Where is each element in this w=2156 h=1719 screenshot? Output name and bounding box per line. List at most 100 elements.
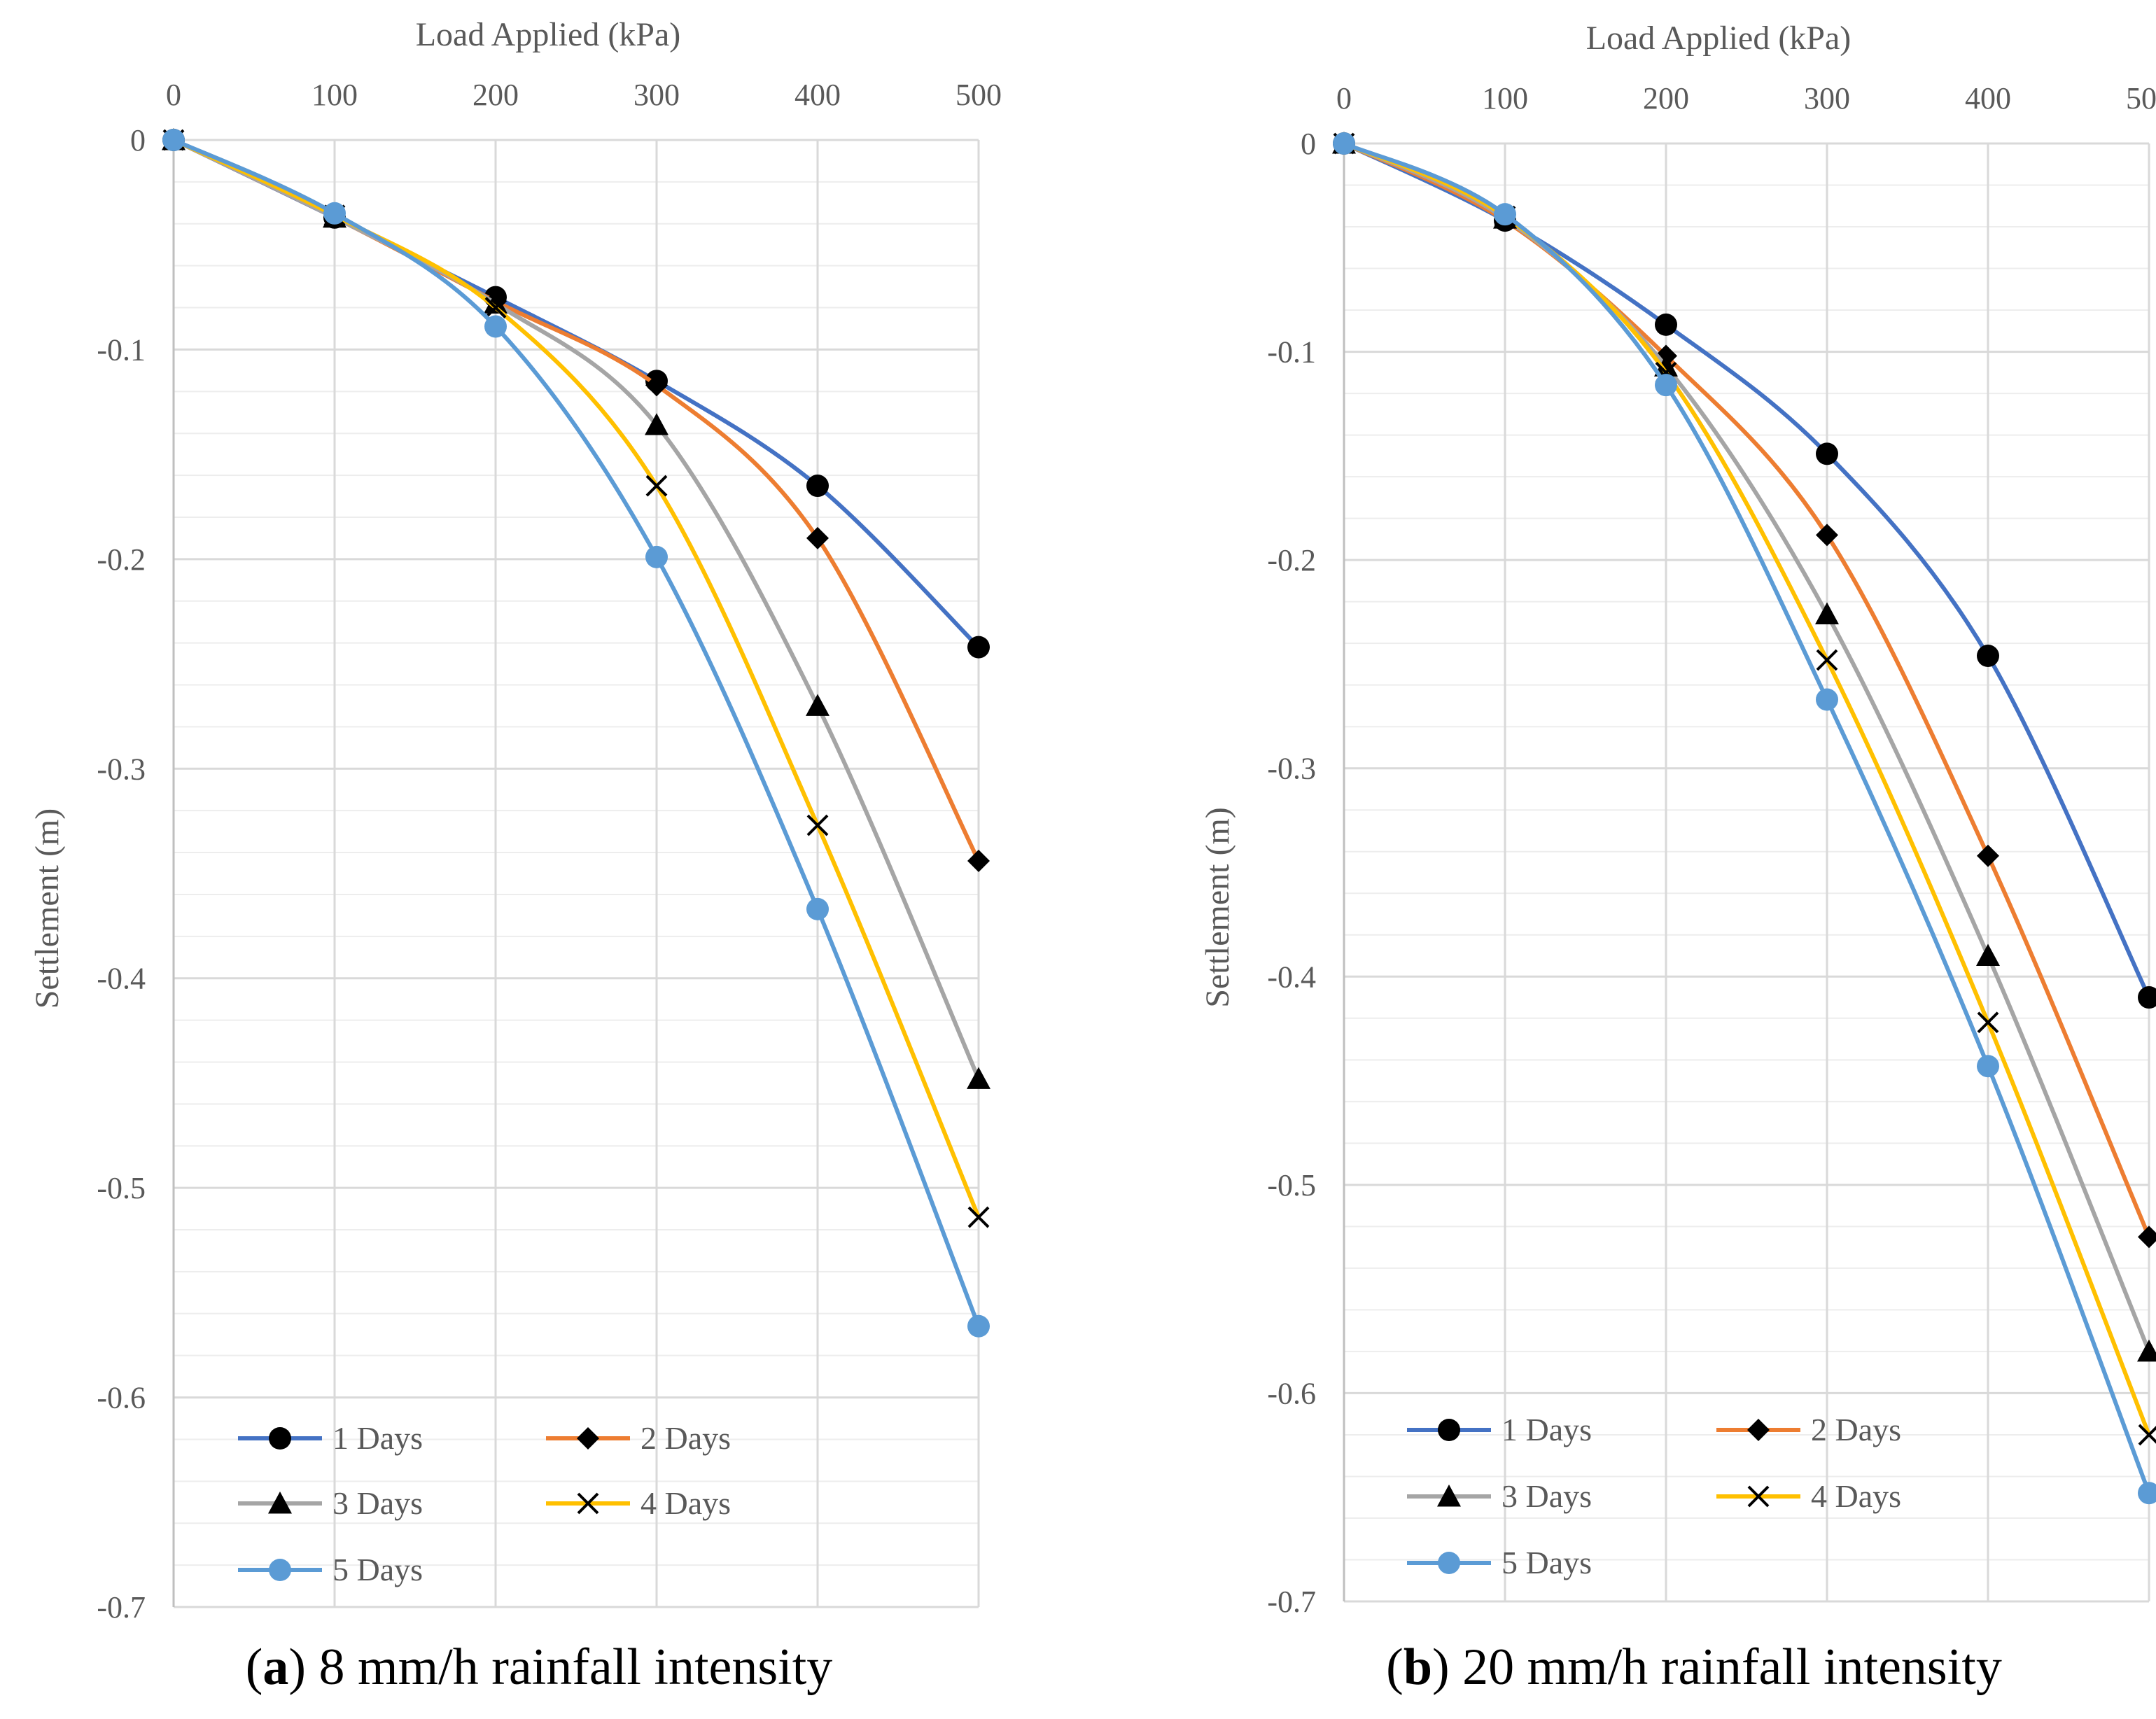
- y-tick-label: -0.7: [1267, 1585, 1316, 1619]
- series-line: [1342, 141, 2151, 1240]
- y-tick-label: -0.6: [97, 1381, 146, 1415]
- caption-letter: b: [1404, 1639, 1432, 1696]
- x-tick-label: 0: [1336, 81, 1352, 115]
- grid: [1343, 142, 2150, 1603]
- data-point: [967, 1067, 990, 1089]
- data-point: [645, 475, 668, 497]
- data-point: [1816, 649, 1838, 671]
- y-tick-label: -0.5: [97, 1171, 146, 1205]
- legend-marker: [268, 1492, 292, 1514]
- data-point: [806, 814, 829, 836]
- data-point: [484, 297, 507, 318]
- data-point: [645, 545, 668, 568]
- y-tick-label: -0.1: [97, 332, 146, 367]
- series-5-days: [162, 129, 990, 1338]
- data-point: [1977, 1055, 1999, 1078]
- caption-text: 8 mm/h rainfall intensity: [306, 1639, 832, 1696]
- caption-close: ): [288, 1639, 306, 1696]
- caption-text: 20 mm/h rainfall intensity: [1450, 1639, 2002, 1696]
- data-point: [1816, 442, 1838, 465]
- legend-label: 5 Days: [332, 1552, 423, 1587]
- y-tick-label: -0.3: [97, 752, 146, 786]
- series-1-days: [162, 129, 990, 659]
- y-tick-label: 0: [130, 123, 146, 157]
- series-2-days: [1333, 132, 2156, 1249]
- chart-b-panel: 0 100 200 300 400 500 0 -0.1 -0.2 -0.3 -0.4 -0.5 -0.…: [1078, 0, 2156, 1716]
- x-tick-label: 500: [2126, 81, 2156, 115]
- data-point: [2138, 1482, 2156, 1505]
- y-tick-label: -0.1: [1267, 335, 1316, 370]
- caption-open: (: [246, 1639, 263, 1696]
- x-axis-title: Load Applied (kPa): [1586, 20, 1851, 57]
- legend-marker: [1438, 1419, 1460, 1441]
- data-point: [1816, 524, 1838, 547]
- y-axis-title: Settlement (m): [29, 808, 66, 1009]
- caption: (a) 8 mm/h rainfall intensity: [246, 1639, 833, 1696]
- data-point: [1655, 374, 1677, 397]
- series-5-days: [1333, 132, 2156, 1505]
- data-point: [2137, 1339, 2156, 1362]
- legend-marker: [1437, 1485, 1461, 1507]
- legend-marker: [269, 1559, 291, 1581]
- x-tick-label: 100: [312, 78, 358, 112]
- data-point: [1654, 354, 1678, 377]
- grid: [172, 139, 980, 1608]
- legend-label: 4 Days: [640, 1485, 731, 1521]
- series-line: [172, 138, 981, 864]
- data-point: [806, 475, 829, 498]
- legend-label: 2 Days: [640, 1420, 731, 1456]
- data-point: [1815, 602, 1839, 624]
- legend-marker: [1747, 1419, 1770, 1441]
- x-tick-label: 300: [1804, 81, 1850, 115]
- y-tick-label: -0.2: [97, 542, 146, 577]
- data-point: [1977, 1011, 1999, 1034]
- data-point: [967, 850, 990, 873]
- series-line: [1342, 141, 2151, 1496]
- y-tick-label: -0.6: [1267, 1376, 1316, 1410]
- data-point: [2138, 1424, 2156, 1446]
- y-tick-label: -0.3: [1267, 752, 1316, 786]
- x-tick-label: 500: [955, 78, 1002, 112]
- data-point: [484, 291, 507, 314]
- legend-label: 3 Days: [332, 1485, 423, 1521]
- data-point: [162, 129, 185, 151]
- data-point: [806, 897, 829, 920]
- caption-close: ): [1432, 1639, 1450, 1696]
- series-4-days: [1333, 132, 2156, 1446]
- x-tick-label: 400: [1965, 81, 2011, 115]
- chart-b-svg: 0 100 200 300 400 500 0 -0.1 -0.2 -0.3 -0.4 -0.5 -0.…: [1199, 20, 2156, 1696]
- y-tick-label: -0.4: [97, 962, 146, 996]
- data-point: [1655, 313, 1677, 336]
- caption: (b) 20 mm/h rainfall intensity: [1386, 1639, 2002, 1696]
- legend: 1 Days 2 Days 3 Days 4 Days 5 Days: [1407, 1412, 1901, 1580]
- legend-label: 1 Days: [332, 1420, 423, 1456]
- data-point: [484, 315, 507, 338]
- y-axis-title: Settlement (m): [1199, 807, 1236, 1008]
- legend-marker: [1438, 1552, 1460, 1574]
- series-line: [172, 138, 981, 1328]
- legend-marker: [1747, 1485, 1770, 1508]
- caption-letter: a: [262, 1639, 288, 1696]
- series-line: [172, 138, 981, 650]
- chart-a-svg: 0 100 200 300 400 500 0 -0.1 -0.2 -0.3 -0.4 -0.5 -0.…: [29, 16, 1002, 1696]
- series-line: [1342, 141, 2151, 1000]
- series-2-days: [162, 129, 990, 873]
- y-tick-label: -0.4: [1267, 960, 1316, 994]
- series-line: [172, 138, 981, 1220]
- series-line: [1342, 141, 2151, 1437]
- data-point: [2138, 986, 2156, 1009]
- data-point: [1816, 688, 1838, 711]
- series-1-days: [1333, 132, 2156, 1009]
- legend: 1 Days 2 Days 3 Days 4 Days 5 Days: [238, 1420, 731, 1587]
- data-point: [323, 202, 346, 225]
- x-tick-label: 200: [472, 78, 519, 112]
- data-point: [1976, 943, 2000, 966]
- data-point: [645, 374, 668, 397]
- caption-open: (: [1386, 1639, 1404, 1696]
- x-tick-label: 100: [1482, 81, 1528, 115]
- data-point: [806, 526, 829, 549]
- data-point: [1977, 645, 1999, 668]
- x-tick-label: 0: [166, 78, 181, 112]
- legend-label: 1 Days: [1502, 1412, 1592, 1447]
- legend-marker: [269, 1427, 291, 1450]
